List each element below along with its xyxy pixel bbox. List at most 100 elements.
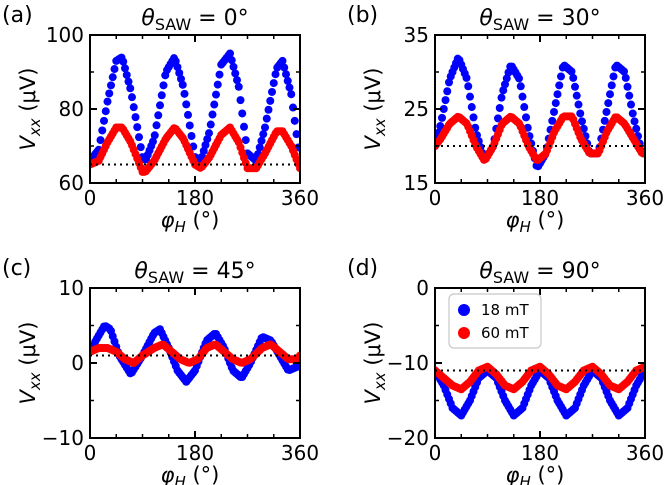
data-point [441,96,450,105]
x-tick-label: 180 [176,441,214,465]
data-point [607,81,616,90]
data-point [110,65,119,74]
y-tick-label: 0 [416,276,429,300]
plot-area [435,54,645,171]
data-point [632,124,641,133]
data-point [266,96,275,105]
y-axis-label: Vxx (μV) [16,322,44,405]
data-point [553,90,562,99]
data-point [180,89,189,98]
y-axis-label: Vxx (μV) [361,68,389,151]
data-point [126,84,135,93]
data-point [292,130,300,139]
data-point [121,64,129,73]
y-tick-label: −10 [42,426,84,450]
data-point [241,136,250,145]
data-point [548,116,557,125]
series-18-mT [435,366,645,420]
data-point [149,137,157,146]
data-point [184,110,192,119]
plot-area [90,322,300,386]
data-point [226,49,234,58]
data-point [264,105,273,114]
data-point [187,132,196,141]
series-60-mT [90,123,300,176]
data-point [495,104,504,113]
data-point [229,62,238,71]
data-point [518,92,527,101]
data-point [257,136,266,145]
data-point [443,87,452,96]
series-60-mT [90,340,300,367]
data-point [625,91,634,100]
data-point [572,91,581,100]
data-point [602,107,611,116]
legend-label: 60 mT [481,324,529,342]
data-point [600,116,609,125]
data-point [105,89,114,98]
x-tick-label: 0 [84,441,97,465]
data-point [205,129,213,138]
data-point [208,110,217,119]
data-point [262,114,271,123]
data-point [469,113,478,122]
data-point [464,82,473,91]
data-point [96,136,105,145]
data-point [571,82,579,91]
data-point [268,87,276,96]
data-point [555,81,564,90]
data-point [623,82,632,91]
data-point [569,73,578,82]
data-point [439,105,448,113]
data-point [159,81,168,90]
panel-letter: (c) [2,256,31,281]
x-tick-label: 0 [429,186,442,210]
data-point [289,103,297,112]
plot-area [90,49,300,176]
panel-title: θSAW = 0° [141,6,248,34]
data-point [231,69,240,78]
data-point [136,143,145,152]
x-tick-label: 360 [281,441,319,465]
data-point [152,121,161,130]
data-point [515,74,523,83]
data-point [576,109,585,118]
plot-area [435,362,645,420]
data-point [280,63,289,72]
x-tick-label: 180 [521,186,559,210]
data-point [238,109,247,118]
data-point [157,91,166,100]
panel-title: θSAW = 30° [479,6,600,34]
data-point [206,120,215,129]
panel-letter: (a) [2,3,33,28]
legend-marker [458,327,470,339]
data-point [627,100,635,109]
legend-label: 18 mT [481,301,529,319]
y-tick-label: 25 [404,97,429,121]
series-60-mT [435,112,645,164]
panel-letter: (d) [347,256,378,281]
data-point [135,133,143,142]
data-point [462,73,471,82]
data-point [466,92,474,101]
data-point [213,80,222,89]
data-point [119,57,128,66]
data-point [178,80,187,89]
data-point [210,100,219,109]
data-point [567,67,576,76]
data-point [621,73,630,82]
data-point [438,113,446,122]
data-point [522,113,530,122]
y-tick-label: −20 [387,426,429,450]
x-axis-label: φH (°) [506,208,565,236]
y-axis-label: Vxx (μV) [361,322,389,405]
y-tick-label: 35 [404,23,429,47]
y-tick-label: −10 [387,351,429,375]
data-point [259,130,268,139]
data-point [630,117,639,126]
data-point [520,103,529,112]
data-point [108,73,117,82]
data-point [156,101,164,110]
